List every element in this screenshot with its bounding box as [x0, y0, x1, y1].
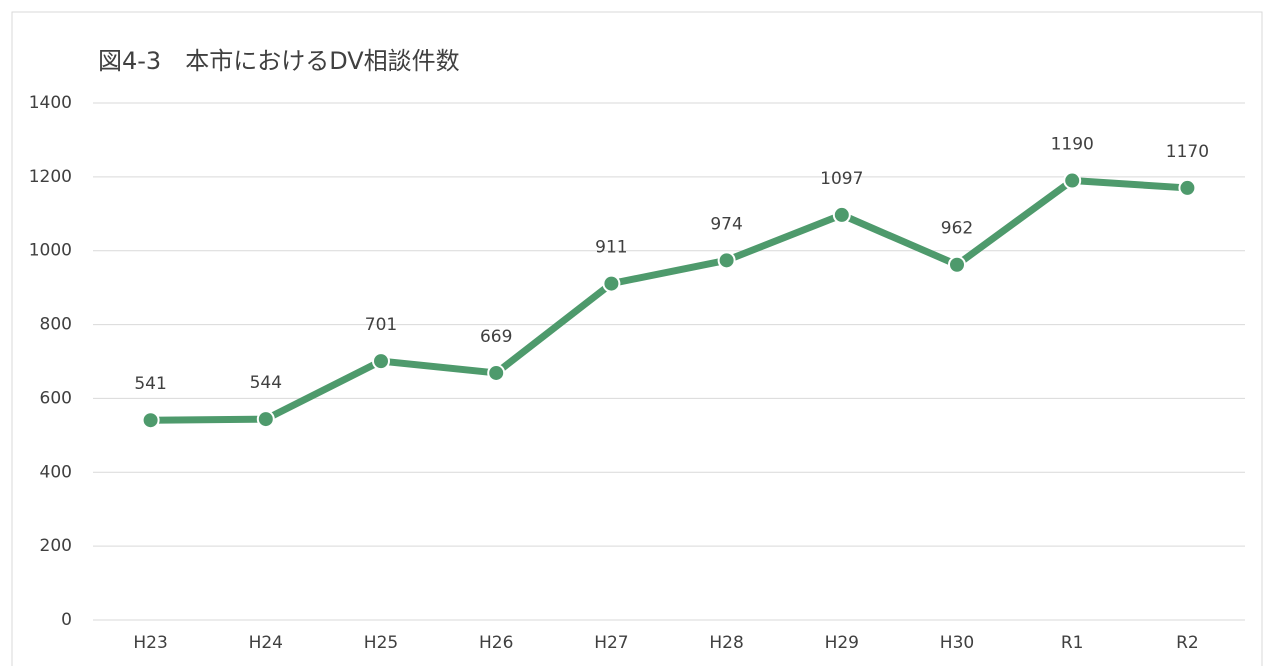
data-label: 1190: [1051, 135, 1094, 155]
data-label: 1170: [1166, 142, 1209, 162]
x-tick-label: H29: [825, 633, 859, 653]
y-tick-label: 200: [40, 536, 72, 556]
marker: [1178, 178, 1197, 197]
line: [147, 177, 1191, 424]
chart-title: 図4-3 本市におけるDV相談件数: [98, 47, 460, 75]
x-tick-label: H25: [364, 633, 398, 653]
data-label: 701: [365, 315, 397, 335]
marker: [602, 274, 621, 293]
x-tick-label: H24: [249, 633, 283, 653]
data-label: 1097: [820, 169, 863, 189]
y-tick-label: 1200: [29, 167, 72, 187]
x-tick-label: H26: [479, 633, 513, 653]
x-tick-label: H23: [133, 633, 167, 653]
marker: [372, 352, 390, 371]
y-tick-label: 800: [40, 315, 72, 335]
marker: [256, 410, 275, 429]
data-label: 962: [941, 219, 973, 239]
marker: [1063, 171, 1082, 190]
y-tick-label: 600: [40, 388, 72, 408]
marker: [948, 255, 966, 274]
data-label: 974: [710, 214, 742, 234]
data-label: 541: [134, 374, 166, 394]
chart-border: [11, 11, 1263, 666]
data-label: 911: [595, 238, 627, 258]
y-tick-label: 1000: [29, 241, 72, 261]
y-tick-label: 400: [40, 462, 72, 482]
marker: [832, 205, 851, 224]
x-tick-label: H30: [940, 633, 974, 653]
marker: [717, 251, 736, 270]
marker: [141, 411, 160, 430]
x-tick-label: H27: [594, 633, 628, 653]
x-tick-label: R2: [1176, 633, 1199, 653]
x-tick-label: R1: [1061, 633, 1084, 653]
marker: [487, 363, 506, 382]
y-tick-label: 0: [61, 610, 72, 630]
data-label: 669: [480, 327, 512, 347]
data-label: 544: [250, 373, 282, 393]
y-tick-label: 1400: [29, 93, 72, 113]
x-tick-label: H28: [709, 633, 743, 653]
